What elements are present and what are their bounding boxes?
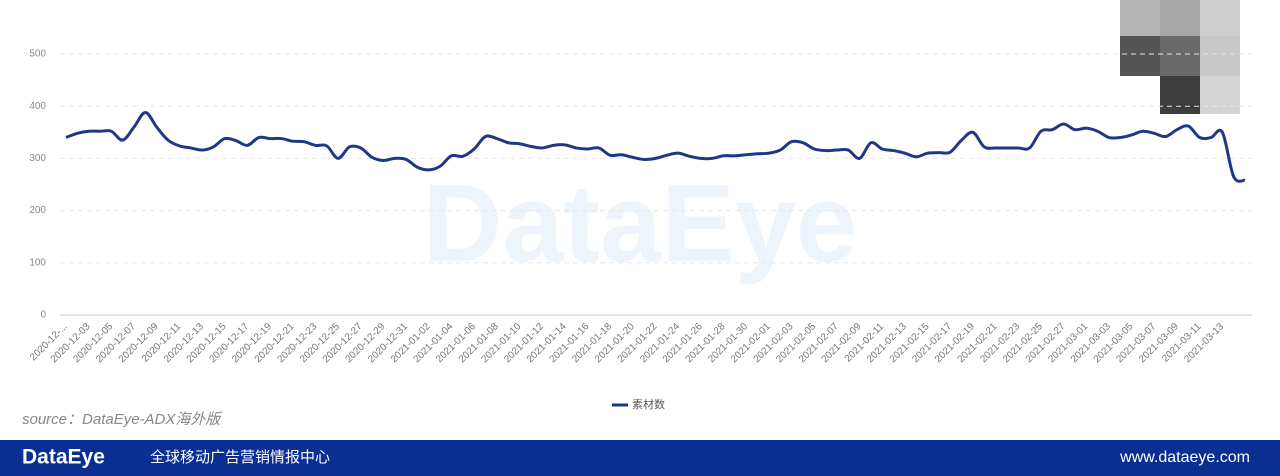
footer-brand: DataEye [22,446,105,469]
y-tick-label: 200 [29,205,46,216]
y-tick-label: 0 [40,310,46,321]
footer-url: www.dataeye.com [1119,449,1250,466]
footer-slogan: 全球移动广告营销情报中心 [150,448,330,466]
line [65,110,1246,183]
source: source：DataEye-ADX海外版 [22,411,223,428]
footer-bar [0,440,1280,476]
y-tick-label: 100 [29,257,46,268]
y-tick-label: 400 [29,101,46,112]
y-tick-label: 300 [29,153,46,164]
legend-label: 素材数 [632,397,665,411]
watermark: DataEye [423,162,857,285]
y-tick-label: 500 [29,49,46,60]
mosaic [1120,0,1240,114]
